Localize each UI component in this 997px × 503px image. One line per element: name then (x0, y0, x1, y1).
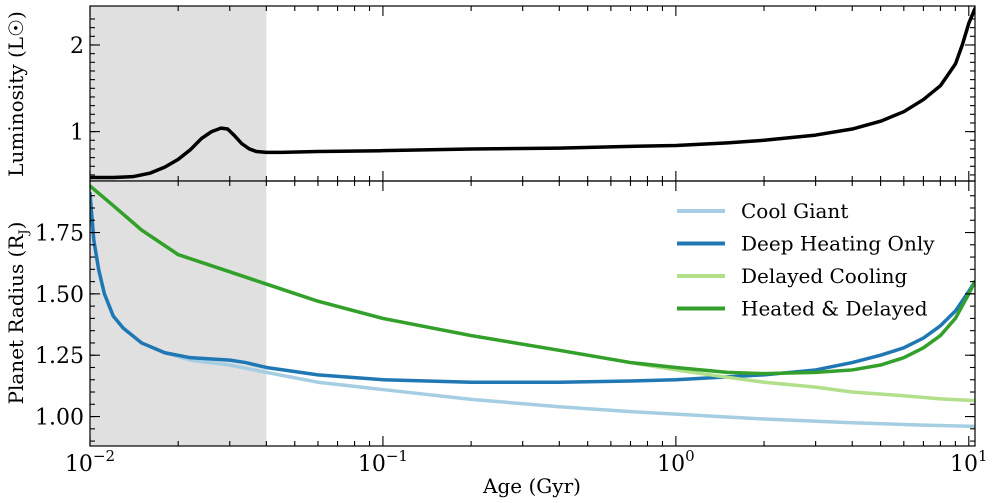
radius-lines (90, 184, 975, 429)
radius-y-tick-label: 1.50 (35, 283, 84, 308)
legend-label-heated-delayed: Heated & Delayed (741, 297, 928, 321)
luminosity-lines (90, 6, 975, 180)
legend-label-delayed-cooling: Delayed Cooling (741, 264, 908, 288)
luminosity-series-line (90, 6, 975, 180)
luminosity-y-axis-label: Luminosity (L☉) (4, 11, 28, 177)
legend: Cool Giant Deep Heating Only Delayed Cooli… (677, 199, 935, 321)
series-line-heated-delayed (90, 184, 975, 376)
x-tick-label: 10−1 (358, 447, 408, 477)
x-tick-label: 101 (950, 447, 988, 477)
x-axis-label: Age (Gyr) (482, 474, 581, 498)
luminosity-panel: 12 Luminosity (L☉) (4, 5, 976, 182)
legend-label-deep-heating-only: Deep Heating Only (741, 232, 935, 256)
luminosity-y-tick-label: 2 (70, 34, 84, 59)
radius-y-axis-label: Planet Radius (RJ) (4, 222, 32, 405)
luminosity-ticks: 12 (70, 6, 975, 181)
luminosity-y-tick-label: 1 (70, 121, 84, 146)
radius-y-tick-label: 1.75 (35, 222, 84, 247)
radius-y-axis-label-close: ) (4, 222, 28, 230)
series-line-deep-heating-only (90, 191, 975, 384)
x-tick-label: 100 (657, 447, 695, 477)
legend-label-cool-giant: Cool Giant (741, 199, 848, 223)
radius-panel: 10−2 10−1 100 101 1.00 1.25 1.50 1.75 Planet Ra… (4, 180, 988, 498)
x-tick-label: 10−2 (65, 447, 115, 477)
radius-shaded-region (90, 181, 267, 446)
radius-axes-frame (89, 180, 976, 447)
radius-y-tick-label: 1.00 (35, 406, 84, 431)
luminosity-shaded-region (90, 6, 267, 181)
radius-ticks: 10−2 10−1 100 101 1.00 1.25 1.50 1.75 (35, 181, 988, 477)
radius-y-axis-label-main: Planet Radius (R (4, 234, 28, 405)
radius-y-tick-label: 1.25 (35, 344, 84, 369)
radius-y-axis-label-subscript: J (17, 229, 32, 236)
